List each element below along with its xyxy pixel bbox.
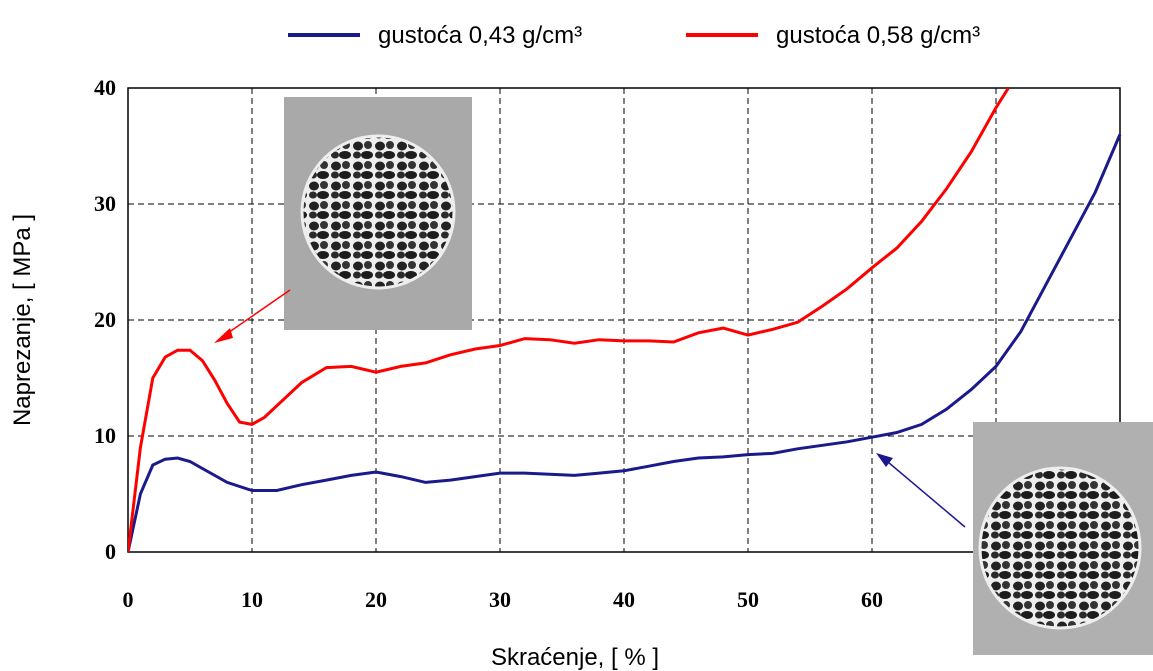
x-tick-label: 20 xyxy=(365,587,387,612)
chart: 01020304050607080 Skraćenje, [ % ] Napre… xyxy=(0,0,1153,671)
x-tick-label: 40 xyxy=(613,587,635,612)
x-tick-label: 60 xyxy=(861,587,883,612)
y-axis-label: Naprezanje, [ MPa ] xyxy=(9,214,36,426)
x-tick-label: 0 xyxy=(123,587,134,612)
y-tick-label: 10 xyxy=(94,423,116,448)
x-tick-label: 10 xyxy=(241,587,263,612)
x-axis-label: Skraćenje, [ % ] xyxy=(491,644,659,671)
inset-photo xyxy=(973,422,1153,655)
y-tick-label: 0 xyxy=(105,539,116,564)
legend-label: gustoća 0,58 g/cm³ xyxy=(776,22,980,49)
x-tick-label: 30 xyxy=(489,587,511,612)
y-tick-label: 30 xyxy=(94,191,116,216)
y-tick-label: 40 xyxy=(94,75,116,100)
legend-label: gustoća 0,43 g/cm³ xyxy=(378,22,582,49)
x-tick-label: 50 xyxy=(737,587,759,612)
y-tick-label: 20 xyxy=(94,307,116,332)
arrow xyxy=(214,290,290,343)
arrow xyxy=(876,453,965,527)
inset-photo xyxy=(284,97,472,330)
page: 01020304050607080 Skraćenje, [ % ] Napre… xyxy=(0,0,1153,671)
